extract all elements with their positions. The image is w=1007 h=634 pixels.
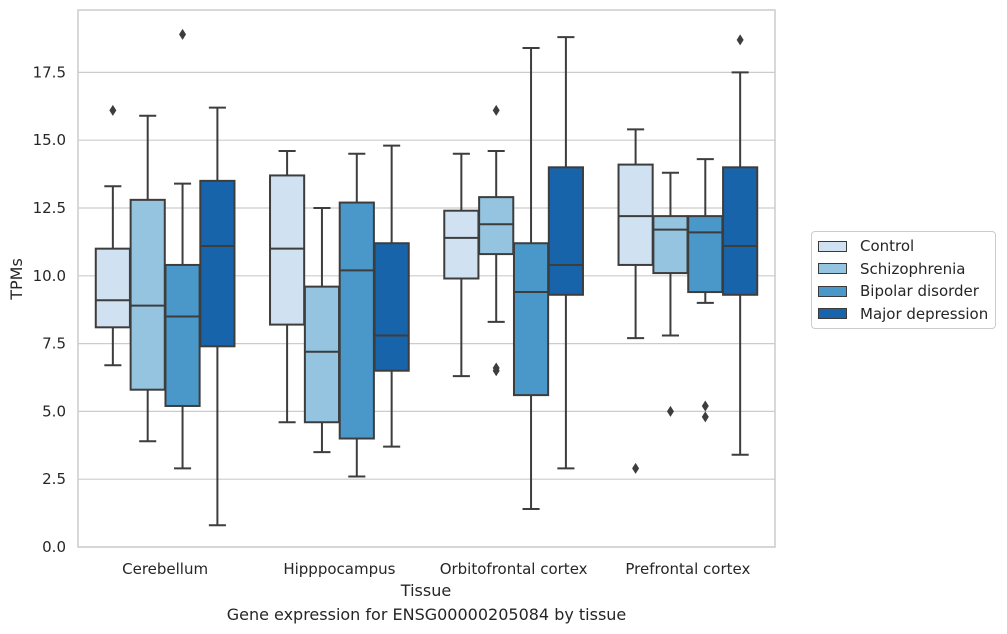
box-3-0 bbox=[199, 106, 236, 527]
box-1-3 bbox=[652, 171, 689, 417]
x-tick-label: Orbitofrontal cortex bbox=[440, 560, 588, 578]
box-iqr bbox=[129, 198, 166, 391]
legend-label: Major depression bbox=[860, 304, 989, 323]
x-axis-label: Tissue bbox=[400, 581, 451, 600]
box-2-1 bbox=[338, 152, 375, 478]
y-tick-label: 5.0 bbox=[42, 402, 66, 420]
y-tick-label: 12.5 bbox=[33, 199, 66, 217]
legend-label: Bipolar disorder bbox=[860, 282, 979, 301]
outlier-marker bbox=[492, 104, 500, 116]
box-iqr bbox=[269, 174, 306, 326]
outlier-marker bbox=[666, 405, 674, 417]
outlier-marker bbox=[179, 28, 187, 40]
x-axis-ticks: Cerebellum Hipppocampus Orbitofrontal cort… bbox=[122, 560, 750, 578]
legend-swatch bbox=[818, 263, 847, 275]
outlier-marker bbox=[701, 411, 709, 423]
y-tick-label: 0.0 bbox=[42, 538, 66, 556]
y-tick-label: 10.0 bbox=[33, 267, 66, 285]
box-0-2 bbox=[443, 152, 480, 378]
outlier-marker bbox=[109, 104, 117, 116]
legend-swatch bbox=[818, 285, 847, 297]
y-tick-label: 17.5 bbox=[33, 63, 66, 81]
box-3-3 bbox=[722, 34, 759, 456]
box-iqr bbox=[443, 209, 480, 280]
box-0-3 bbox=[617, 128, 654, 474]
outlier-marker bbox=[701, 400, 709, 412]
box-iqr bbox=[652, 215, 689, 275]
box-3-1 bbox=[373, 144, 410, 448]
plot-area-frame bbox=[77, 9, 776, 548]
legend-item[interactable]: Major depression bbox=[818, 303, 995, 326]
box-2-3 bbox=[687, 158, 724, 423]
outlier-marker bbox=[632, 462, 640, 474]
box-1-1 bbox=[303, 206, 341, 454]
box-iqr bbox=[303, 285, 341, 424]
box-iqr bbox=[199, 179, 236, 348]
box-2-2 bbox=[512, 46, 550, 511]
box-iqr bbox=[94, 247, 131, 329]
box-iqr bbox=[722, 166, 759, 296]
box-iqr bbox=[687, 215, 724, 294]
x-tick-label: Hipppocampus bbox=[283, 560, 395, 578]
box-iqr bbox=[547, 166, 584, 296]
legend-label: Schizophrenia bbox=[860, 259, 966, 278]
x-tick-label: Cerebellum bbox=[122, 560, 208, 578]
legend-label: Control bbox=[860, 237, 915, 256]
x-tick-label: Prefrontal cortex bbox=[625, 560, 750, 578]
box-1-0 bbox=[129, 114, 166, 443]
legend-swatch bbox=[818, 308, 847, 320]
outlier-marker bbox=[736, 34, 744, 46]
box-iqr bbox=[617, 163, 654, 266]
legend: Control Schizophrenia Bipolar disorder Majo… bbox=[811, 231, 996, 329]
y-axis-ticks: 0.0 2.5 5.0 7.5 10.0 12.5 15.0 17.5 bbox=[33, 63, 66, 556]
box-0-0 bbox=[94, 104, 131, 367]
box-3-2 bbox=[547, 36, 584, 470]
box-0-1 bbox=[269, 150, 306, 424]
legend-swatch bbox=[818, 240, 847, 252]
box-iqr bbox=[373, 242, 410, 372]
y-tick-label: 15.0 bbox=[33, 131, 66, 149]
box-iqr bbox=[512, 242, 550, 397]
box-iqr bbox=[164, 263, 201, 407]
box-2-0 bbox=[164, 28, 201, 470]
legend-item[interactable]: Schizophrenia bbox=[818, 258, 995, 281]
y-tick-label: 7.5 bbox=[42, 335, 66, 353]
box-iqr bbox=[478, 196, 515, 256]
box-1-2 bbox=[478, 104, 515, 377]
boxes-layer bbox=[94, 28, 759, 527]
y-axis-label: TPMs bbox=[7, 258, 26, 301]
legend-item[interactable]: Control bbox=[818, 235, 995, 258]
y-tick-label: 2.5 bbox=[42, 470, 66, 488]
box-iqr bbox=[338, 201, 375, 440]
figure-caption: Gene expression for ENSG00000205084 by t… bbox=[226, 605, 627, 624]
legend-item[interactable]: Bipolar disorder bbox=[818, 280, 995, 303]
outlier-marker bbox=[492, 365, 500, 377]
